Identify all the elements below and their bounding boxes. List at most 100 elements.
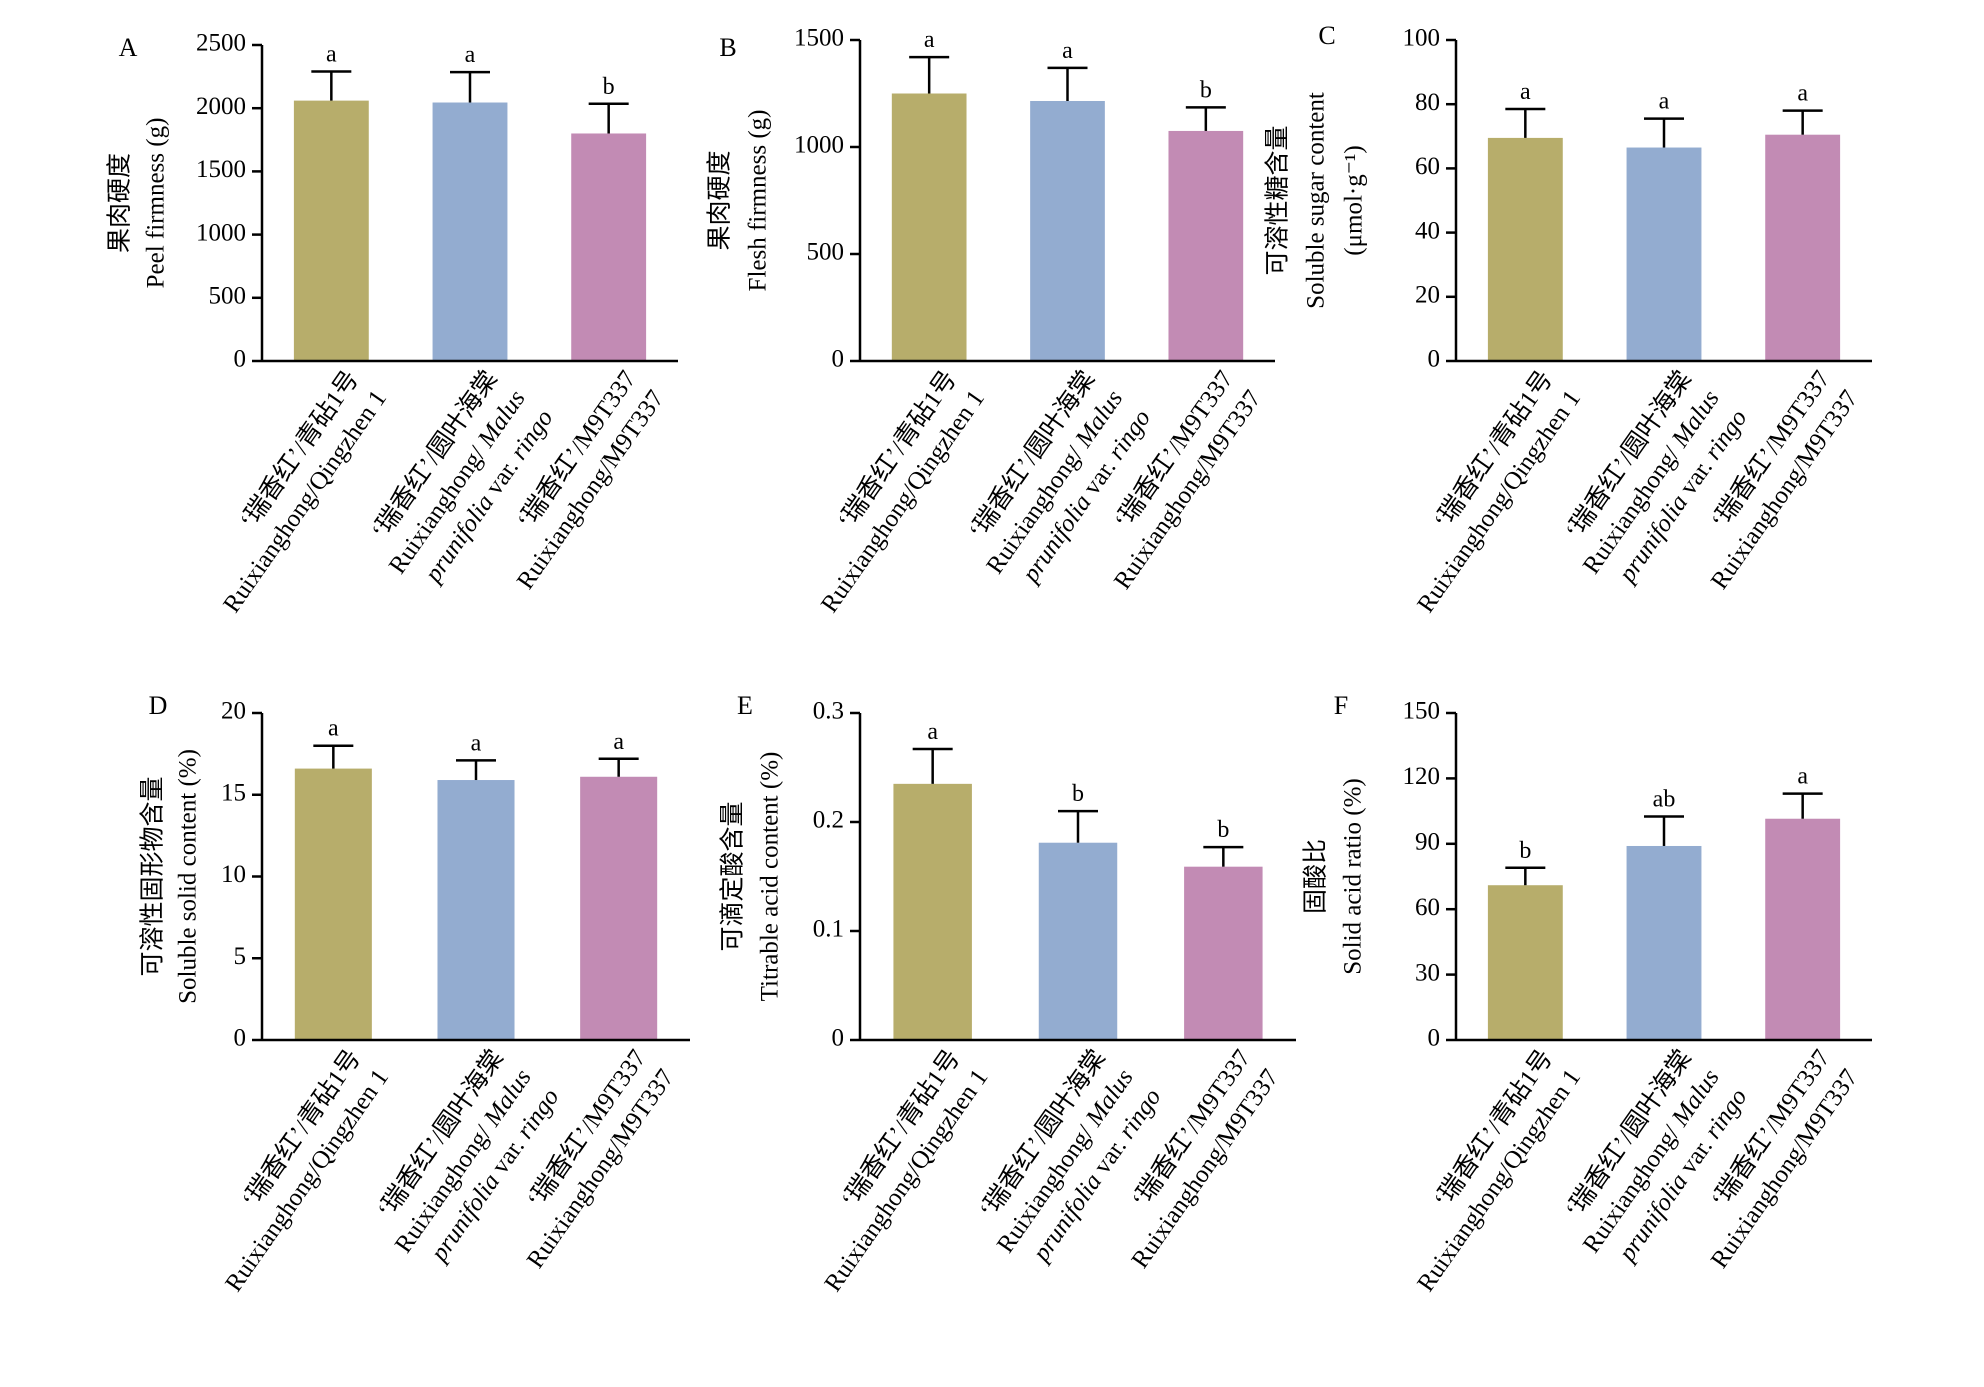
y-axis-label-unit: (μmol·g⁻¹) <box>1341 145 1368 255</box>
y-axis-label-en: Flesh firmness (g) <box>745 110 772 292</box>
significance-letter: a <box>1659 89 1670 115</box>
y-tick-label: 0 <box>234 346 247 373</box>
bar <box>432 102 508 362</box>
significance-letter: b <box>1217 817 1229 843</box>
y-axis-label-en: Soluble solid content (%) <box>175 749 202 1004</box>
error-bar <box>909 55 950 94</box>
y-axis-label-cn: 可溶性糖含量 <box>1264 125 1292 275</box>
error-bar <box>1047 66 1088 101</box>
y-tick-label: 0 <box>1428 1025 1441 1052</box>
y-axis-label-en: Soluble sugar content <box>1303 92 1330 309</box>
error-bar <box>313 744 354 769</box>
y-axis-label-cn: 果肉硬度 <box>706 150 734 250</box>
y-tick-label: 0.3 <box>813 698 844 725</box>
error-bar <box>1505 866 1546 886</box>
significance-letter: a <box>1797 764 1808 790</box>
bar <box>1487 885 1563 1040</box>
y-axis-label-cn: 果肉硬度 <box>106 153 134 253</box>
y-tick-label: 500 <box>209 283 247 310</box>
significance-letter: b <box>1200 77 1212 103</box>
y-tick-label: 90 <box>1415 829 1440 856</box>
y-axis-label-cn: 固酸比 <box>1302 839 1330 914</box>
significance-letter: a <box>326 42 337 68</box>
panel-label: D <box>149 691 168 720</box>
significance-letter: ab <box>1653 787 1676 813</box>
error-bar <box>1185 106 1226 131</box>
y-tick-label: 120 <box>1403 763 1441 790</box>
significance-letter: b <box>603 74 615 100</box>
bar <box>1487 137 1563 361</box>
significance-letter: a <box>1062 38 1073 64</box>
y-axis-label-en: Solid acid ratio (%) <box>1340 778 1367 974</box>
error-bar <box>1644 815 1684 846</box>
axes <box>1446 38 1872 363</box>
y-axis-label-cn: 可滴定酸含量 <box>719 801 747 951</box>
y-tick-label: 1500 <box>196 156 246 183</box>
significance-letter: b <box>1519 838 1531 864</box>
error-bar <box>588 102 629 134</box>
y-tick-label: 0 <box>832 1025 845 1052</box>
y-tick-label: 1000 <box>794 132 844 159</box>
y-tick-label: 0 <box>832 346 845 373</box>
error-bar <box>456 759 496 781</box>
bar <box>1030 100 1105 362</box>
axes <box>252 43 678 363</box>
panel-label: C <box>1318 21 1335 50</box>
significance-letter: a <box>465 42 476 68</box>
significance-letter: a <box>927 719 938 745</box>
y-tick-label: 2000 <box>196 93 246 120</box>
bar <box>293 100 369 361</box>
error-bar <box>1644 117 1684 148</box>
panel-label: B <box>719 33 736 62</box>
significance-letter: a <box>1797 81 1808 107</box>
bar <box>893 783 972 1040</box>
bar <box>1765 134 1841 361</box>
bar <box>1168 130 1244 361</box>
error-bar <box>450 70 490 103</box>
y-tick-label: 0 <box>1428 346 1441 373</box>
bar <box>1038 842 1118 1040</box>
y-tick-label: 20 <box>221 698 246 725</box>
significance-letter: b <box>1072 781 1084 807</box>
y-axis-label-en: Titrable acid content (%) <box>757 752 784 1002</box>
y-axis-label-cn: 可溶性固形物含量 <box>139 776 167 976</box>
error-bar <box>1782 792 1823 819</box>
y-tick-label: 20 <box>1415 282 1440 309</box>
axes <box>252 711 690 1042</box>
error-bar <box>311 70 352 101</box>
y-tick-label: 1000 <box>196 219 246 246</box>
significance-letter: a <box>471 730 482 756</box>
y-tick-label: 2500 <box>196 30 246 57</box>
significance-letter: a <box>924 27 935 53</box>
bar <box>294 768 372 1040</box>
bar <box>891 93 967 361</box>
y-tick-label: 0.1 <box>813 916 844 943</box>
bar <box>1626 147 1702 361</box>
error-bar <box>1505 107 1546 138</box>
axes <box>850 38 1275 363</box>
bar <box>580 776 658 1040</box>
y-tick-label: 1500 <box>794 25 844 52</box>
bar <box>1184 866 1263 1040</box>
y-tick-label: 60 <box>1415 894 1440 921</box>
bar <box>571 133 647 361</box>
error-bar <box>598 757 639 777</box>
y-tick-label: 10 <box>221 861 246 888</box>
axes <box>850 711 1296 1042</box>
significance-letter: a <box>1520 79 1531 105</box>
y-tick-label: 80 <box>1415 89 1440 116</box>
y-tick-label: 100 <box>1403 25 1441 52</box>
panel-label: E <box>737 691 753 720</box>
y-axis-label-en: Peel firmness (g) <box>143 118 170 289</box>
